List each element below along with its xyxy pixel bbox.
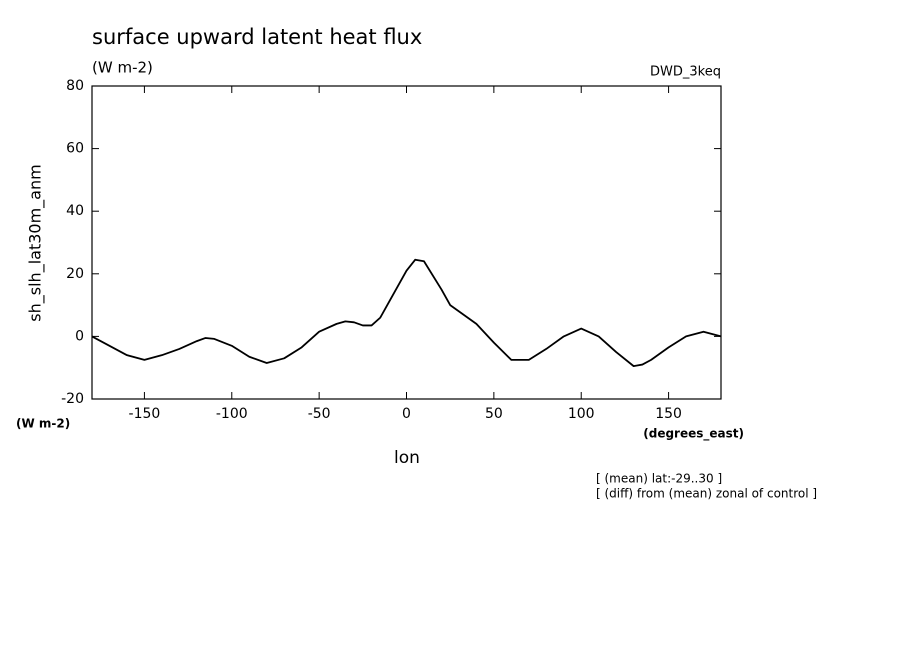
y-units: (W m-2) (16, 417, 70, 431)
x-units: (degrees_east) (643, 427, 744, 442)
x-tick-label: -150 (129, 406, 161, 422)
y-tick-label: 40 (66, 203, 84, 219)
note: [ (diff) from (mean) zonal of control ] (596, 487, 817, 501)
x-tick-label: 0 (402, 406, 411, 422)
plot-frame (91, 85, 722, 400)
x-tick-label: 100 (568, 406, 595, 422)
x-tick-label: -50 (308, 406, 331, 422)
y-tick-label: 60 (66, 141, 84, 157)
x-tick-label: 150 (655, 406, 682, 422)
y-axis-label: sh_slh_lat30m_anm (26, 164, 46, 321)
y-tick-label: 20 (66, 266, 84, 282)
x-tick-label: 50 (485, 406, 503, 422)
x-tick-label: -100 (216, 406, 248, 422)
y-tick-label: -20 (61, 391, 84, 407)
data-line (91, 258, 722, 368)
x-axis-label: lon (394, 448, 420, 468)
units: (W m-2) (92, 59, 153, 77)
chart-title: surface upward latent heat flux (92, 25, 422, 49)
dataset: DWD_3keq (650, 65, 721, 80)
note: [ (mean) lat:-29..30 ] (596, 472, 722, 486)
y-tick-label: 80 (66, 78, 84, 94)
y-tick-label: 0 (75, 328, 84, 344)
